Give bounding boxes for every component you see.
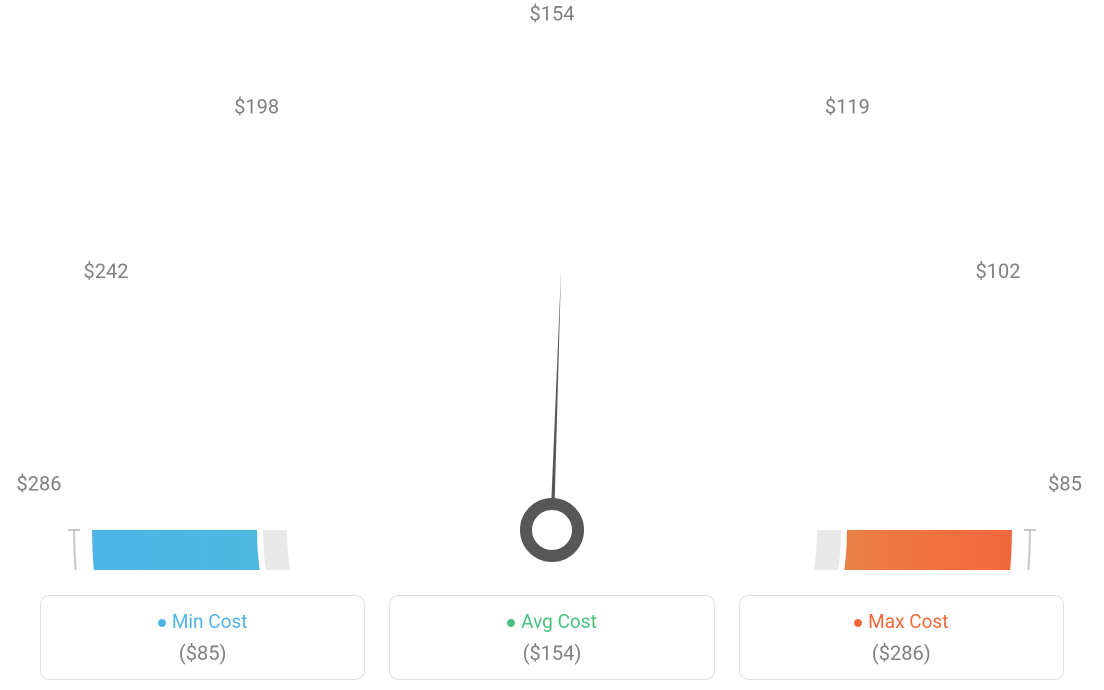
- svg-text:$154: $154: [530, 1, 575, 25]
- legend-min-label: Min Cost: [158, 610, 248, 633]
- svg-text:$286: $286: [16, 471, 61, 495]
- legend: Min Cost ($85) Avg Cost ($154) Max Cost …: [0, 595, 1104, 680]
- legend-avg-value: ($154): [400, 641, 703, 665]
- svg-text:$85: $85: [1048, 471, 1082, 495]
- svg-text:$242: $242: [84, 259, 129, 283]
- legend-avg: Avg Cost ($154): [389, 595, 714, 680]
- legend-max-label: Max Cost: [854, 610, 948, 633]
- legend-avg-text: Avg Cost: [521, 610, 597, 633]
- svg-text:$198: $198: [234, 94, 279, 118]
- legend-min-text: Min Cost: [172, 610, 248, 633]
- gauge-area: $85 $102 $119 $154 $198 $242 $286: [0, 0, 1104, 570]
- legend-avg-label: Avg Cost: [507, 610, 597, 633]
- legend-max: Max Cost ($286): [739, 595, 1064, 680]
- svg-text:$119: $119: [825, 94, 870, 118]
- legend-max-dot: [854, 619, 862, 627]
- legend-min-dot: [158, 619, 166, 627]
- legend-avg-dot: [507, 619, 515, 627]
- legend-min-value: ($85): [51, 641, 354, 665]
- gauge-svg: $85 $102 $119 $154 $198 $242 $286: [0, 0, 1104, 570]
- svg-text:$102: $102: [976, 259, 1021, 283]
- legend-max-value: ($286): [750, 641, 1053, 665]
- legend-max-text: Max Cost: [868, 610, 948, 633]
- legend-min: Min Cost ($85): [40, 595, 365, 680]
- cost-gauge-chart: $85 $102 $119 $154 $198 $242 $286 Min Cost ($8…: [0, 0, 1104, 690]
